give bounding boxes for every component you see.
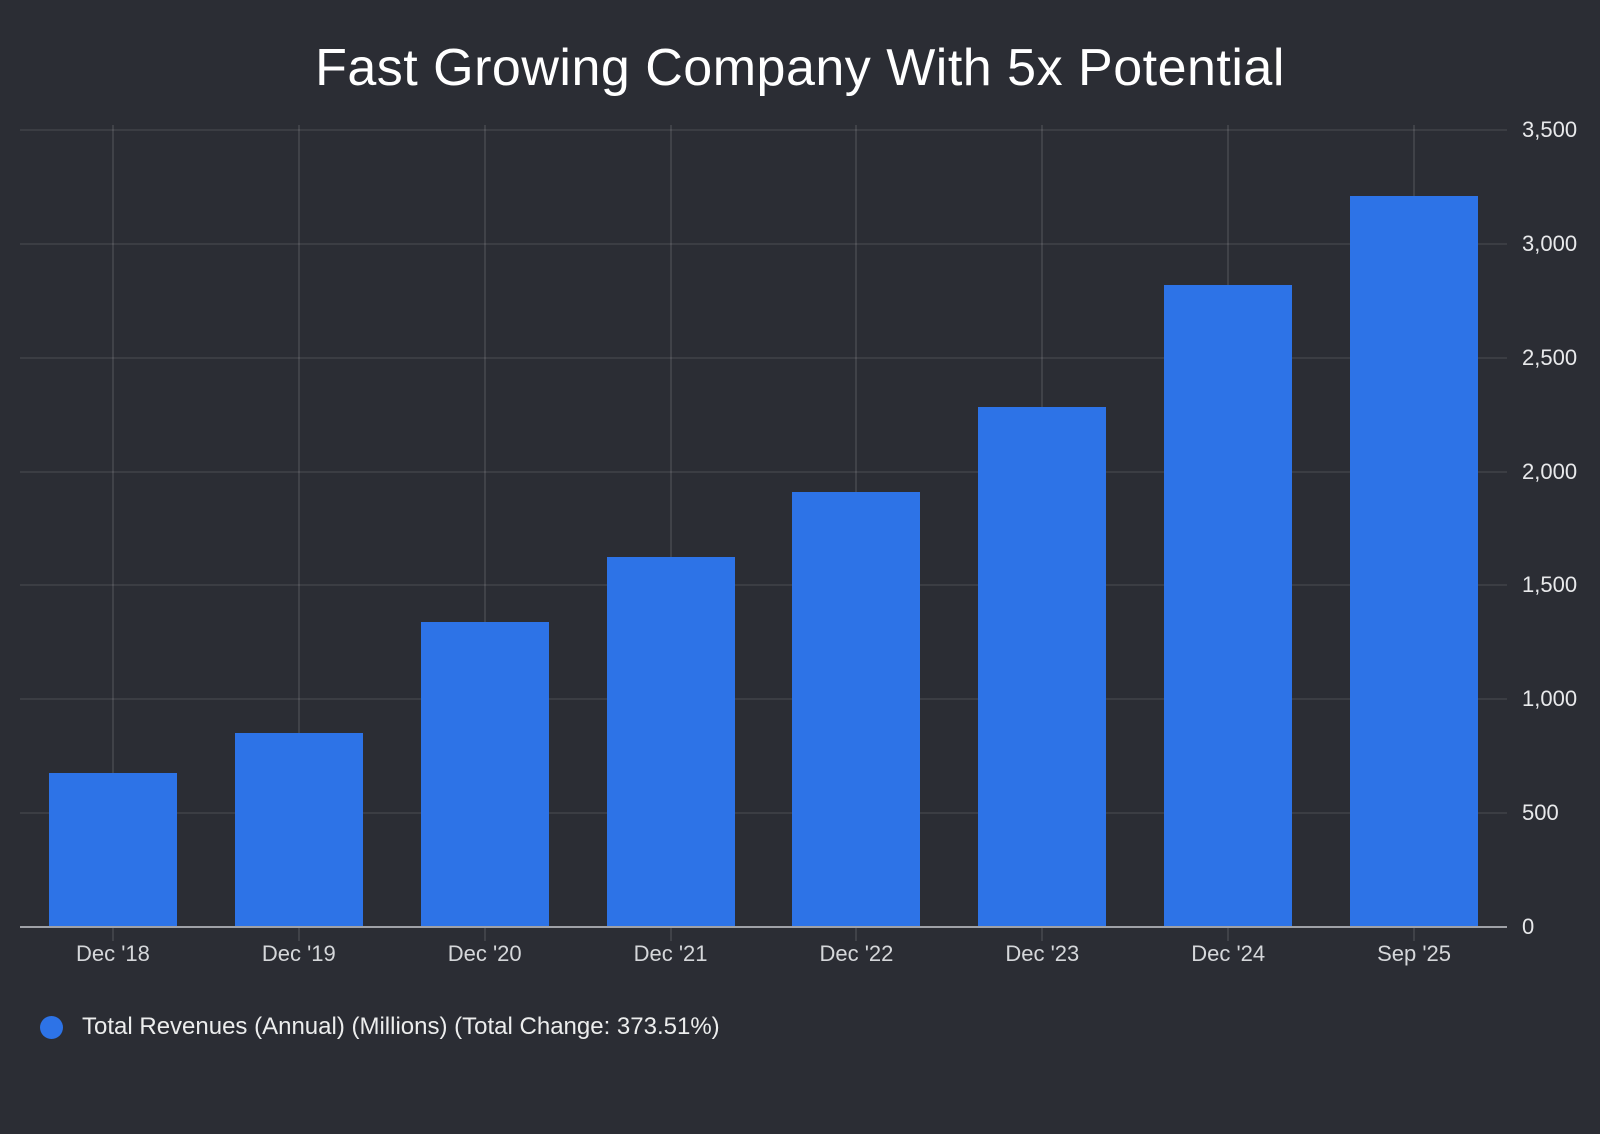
h-gridline bbox=[20, 584, 1507, 587]
y-axis-label: 1,500 bbox=[1522, 572, 1578, 598]
bar-dec-23[interactable] bbox=[978, 406, 1107, 927]
bar-dec-18[interactable] bbox=[48, 772, 177, 927]
y-axis-label: 2,500 bbox=[1522, 344, 1578, 370]
h-gridline bbox=[20, 242, 1507, 245]
v-gridline bbox=[669, 125, 672, 941]
legend-marker-circle-icon bbox=[40, 1015, 63, 1039]
h-gridline bbox=[20, 812, 1507, 815]
x-axis-line bbox=[20, 926, 1507, 928]
x-axis-label: Dec '18 bbox=[75, 941, 150, 966]
y-axis-label: 0 bbox=[1522, 914, 1535, 939]
h-gridline bbox=[20, 470, 1507, 473]
y-axis-label: 500 bbox=[1522, 800, 1559, 826]
bar-dec-22[interactable] bbox=[792, 491, 921, 927]
bar-sep-25[interactable] bbox=[1350, 195, 1479, 927]
bar-dec-19[interactable] bbox=[234, 732, 363, 927]
v-gridline bbox=[111, 125, 114, 941]
y-axis-label: 3,000 bbox=[1522, 230, 1578, 256]
y-axis-label: 3,500 bbox=[1522, 117, 1578, 142]
v-gridline bbox=[297, 125, 300, 941]
x-axis-label: Dec '24 bbox=[1191, 941, 1266, 966]
x-axis-label: Dec '20 bbox=[447, 941, 522, 966]
chart-title: Fast Growing Company With 5x Potential bbox=[315, 39, 1285, 97]
bar-dec-24[interactable] bbox=[1164, 284, 1293, 927]
bar-dec-20[interactable] bbox=[420, 621, 549, 927]
x-axis-label: Dec '23 bbox=[1005, 941, 1080, 966]
y-axis-label: 2,000 bbox=[1522, 458, 1578, 484]
legend-item[interactable]: Total Revenues (Annual) (Millions) (Tota… bbox=[40, 1012, 720, 1042]
h-gridline bbox=[20, 356, 1507, 359]
bar-dec-21[interactable] bbox=[606, 556, 735, 927]
plot-area: 0 500 1,000 1,500 2,000 2,500 3,000 3,500 Dec '1… bbox=[20, 117, 1577, 966]
y-axis-label: 1,000 bbox=[1522, 686, 1578, 712]
x-axis-label: Sep '25 bbox=[1377, 941, 1452, 966]
x-axis-label: Dec '22 bbox=[819, 941, 894, 966]
v-gridline bbox=[483, 125, 486, 941]
x-axis-label: Dec '21 bbox=[633, 941, 708, 966]
legend-label: Total Revenues (Annual) (Millions) (Tota… bbox=[82, 1013, 720, 1040]
h-gridline bbox=[20, 129, 1507, 131]
h-gridline bbox=[20, 698, 1507, 701]
x-axis-label: Dec '19 bbox=[261, 941, 336, 966]
